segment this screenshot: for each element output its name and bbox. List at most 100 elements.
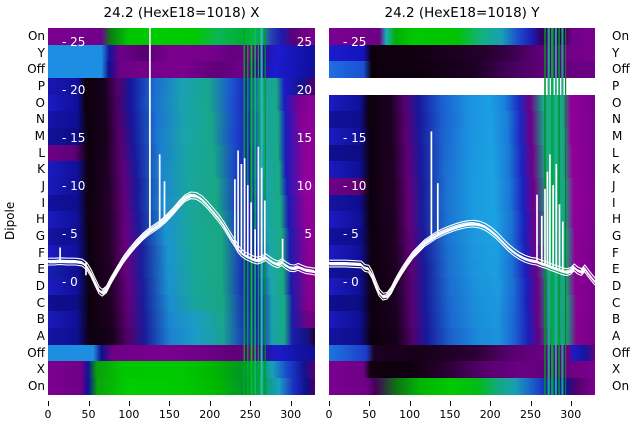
row-label-p: P: [612, 79, 620, 94]
row-label-e: E: [612, 262, 620, 277]
row-label-off: Off: [27, 345, 45, 360]
heatmap-row-n: [329, 111, 595, 129]
heatmap-row-j: [329, 178, 595, 195]
heatmap-row-k: [329, 161, 595, 179]
line-axis-tick-label: - 5: [62, 227, 78, 241]
row-label-y: Y: [37, 45, 45, 60]
x-axis-tick: [250, 401, 252, 406]
line-axis-tick-label: - 10: [62, 179, 86, 193]
x-axis-tick: [570, 401, 572, 406]
line-axis-right-tick-label: 25: [296, 35, 312, 49]
row-label-f: F: [38, 245, 45, 260]
row-label-d: D: [35, 279, 45, 294]
row-label-j: J: [41, 179, 45, 194]
signal-trace: [329, 226, 595, 301]
x-axis-tick-label: 250: [520, 408, 541, 421]
x-axis-tick: [48, 401, 49, 406]
heatmap-row-e: [329, 261, 595, 279]
row-label-off: Off: [612, 345, 630, 360]
row-label-l: L: [38, 145, 45, 160]
row-label-x: X: [612, 362, 621, 377]
row-label-k: K: [37, 162, 45, 177]
x-axis-tick-label: 250: [239, 408, 261, 421]
row-label-on: On: [612, 29, 630, 43]
line-axis-right-tick-label: 15: [296, 131, 312, 145]
row-label-b: B: [36, 312, 45, 327]
green-stripe: [254, 28, 256, 395]
heatmap-row-a: [329, 328, 595, 345]
x-axis-tick-label: 300: [560, 408, 582, 421]
green-stripe: [561, 28, 564, 395]
row-label-on: On: [27, 379, 45, 394]
row-label-o: O: [35, 95, 45, 110]
line-axis-tick-label: - 0: [62, 275, 78, 289]
line-axis-tick-label: - 15: [62, 131, 86, 145]
row-label-i: I: [41, 195, 45, 210]
signal-trace: [48, 196, 315, 295]
signal-trace: [48, 194, 315, 295]
row-label-h: H: [612, 212, 622, 227]
row-label-g: G: [35, 229, 45, 244]
x-axis-tick-label: 0: [325, 408, 333, 421]
row-label-off: Off: [612, 62, 630, 77]
row-label-f: F: [612, 245, 619, 260]
plot-title-y: 24.2 (HexE18=1018) Y: [384, 5, 540, 21]
heatmap-row-off: [329, 344, 595, 362]
heatmap-row-x: [329, 361, 595, 379]
row-label-g: G: [612, 229, 622, 244]
row-label-d: D: [612, 279, 622, 294]
x-axis-tick: [329, 401, 330, 406]
row-label-k: K: [612, 162, 620, 177]
heatmap-row-b: [329, 311, 595, 329]
row-label-on: On: [612, 379, 630, 394]
heatmap-panel-y: - 25 - 20 - 15 - 10 - 5 - 0: [329, 28, 595, 395]
x-axis-tick-label: 200: [199, 408, 221, 421]
row-label-on: On: [27, 29, 45, 43]
signal-trace: [329, 222, 595, 297]
x-axis-tick: [449, 401, 451, 406]
plot-title-x: 24.2 (HexE18=1018) X: [103, 5, 260, 21]
row-label-x: X: [36, 362, 45, 377]
x-axis-tick: [290, 401, 292, 406]
signal-trace: [48, 198, 315, 297]
signal-trace: [329, 219, 595, 294]
line-axis-tick-label: - 20: [62, 83, 86, 97]
green-stripe: [547, 28, 550, 395]
row-label-j: J: [612, 179, 616, 194]
row-label-a: A: [36, 329, 45, 344]
x-axis-tick-label: 100: [118, 408, 140, 421]
x-axis-tick: [88, 401, 90, 406]
line-axis-tick-label: - 0: [343, 275, 359, 289]
x-axis-tick-label: 200: [479, 408, 501, 421]
heatmap-row-h: [329, 211, 595, 229]
line-axis-tick-label: - 5: [343, 227, 359, 241]
heatmap-panel-x: - 25 - 20 - 15 - 10 - 5 - 0 25 20 15 10 5: [48, 28, 315, 395]
green-stripe: [565, 28, 567, 395]
row-label-c: C: [36, 295, 45, 310]
heatmap-row-m: [329, 128, 595, 145]
heatmap-row-l: [329, 144, 595, 162]
signal-trace: [329, 223, 595, 298]
heatmap-row-f: [329, 244, 595, 262]
heatmap-row-off: [329, 61, 595, 79]
row-label-e: E: [37, 262, 45, 277]
row-label-c: C: [612, 295, 621, 310]
row-label-y: Y: [612, 45, 620, 60]
overlay-plot-y: [329, 28, 595, 395]
row-label-o: O: [612, 95, 622, 110]
row-label-b: B: [612, 312, 621, 327]
heatmap-row-c: [329, 294, 595, 312]
line-axis-tick-label: - 25: [343, 35, 367, 49]
line-axis-right-tick-label: 20: [296, 83, 312, 97]
x-axis-tick: [209, 401, 211, 406]
row-label-n: N: [36, 112, 45, 127]
heatmap-row-o: [329, 94, 595, 112]
row-label-l: L: [612, 145, 619, 160]
line-axis-right-tick-label: 10: [296, 179, 312, 193]
row-label-a: A: [612, 329, 621, 344]
row-label-i: I: [612, 195, 616, 210]
heatmap-row-g: [329, 228, 595, 245]
row-label-m: M: [34, 129, 45, 144]
line-axis-right-tick-label: 5: [304, 227, 312, 241]
